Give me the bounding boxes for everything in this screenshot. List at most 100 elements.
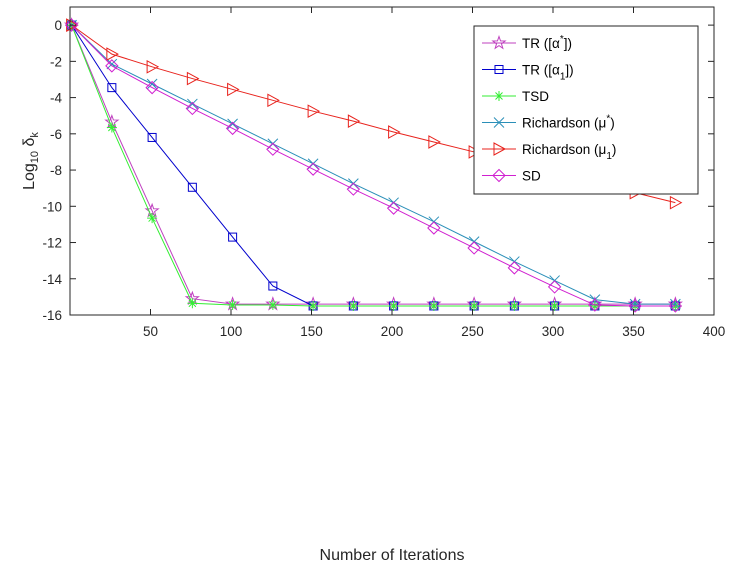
- data-point: [105, 59, 119, 73]
- y-tick-label: -8: [50, 163, 62, 178]
- data-point: [106, 47, 119, 61]
- legend-label: Richardson (μ*): [522, 114, 615, 131]
- data-point: [386, 201, 401, 215]
- y-label-sub-k: k: [29, 132, 41, 138]
- legend-marker: [492, 168, 506, 183]
- legend-label-base: Richardson (μ: [522, 116, 606, 131]
- legend-marker: [494, 65, 504, 74]
- y-label-log: Log: [21, 163, 38, 190]
- data-point: [589, 300, 600, 311]
- y-tick-label: 0: [54, 18, 62, 33]
- data-point: [107, 83, 117, 93]
- data-point: [187, 182, 197, 192]
- legend-label-sup: *: [606, 114, 610, 125]
- data-point: [628, 299, 642, 313]
- data-point: [106, 122, 117, 133]
- data-point: [547, 280, 562, 294]
- data-point: [346, 182, 361, 196]
- y-label-sub: 10: [29, 151, 41, 163]
- y-tick-label: -16: [42, 308, 62, 323]
- data-point: [467, 241, 481, 255]
- data-point: [147, 132, 157, 142]
- data-point: [308, 300, 319, 311]
- x-tick-label: 400: [703, 324, 726, 339]
- series-layer: [63, 17, 683, 313]
- y-axis-label: Log10 δk: [21, 132, 41, 190]
- data-point: [146, 59, 160, 74]
- data-point: [185, 101, 200, 116]
- x-tick-label: 200: [381, 324, 404, 339]
- data-point: [64, 18, 79, 32]
- legend-label-sub: 1: [606, 151, 612, 162]
- legend-label-end: ): [610, 116, 615, 131]
- legend-label: Richardson (μ1): [522, 142, 616, 162]
- legend-label-end: ]): [565, 63, 573, 78]
- series-group-2: [66, 20, 681, 311]
- x-axis-label: Number of Iterations: [320, 547, 465, 564]
- data-point: [225, 121, 240, 136]
- svg-text:Log10 δk: Log10 δk: [21, 132, 41, 190]
- data-point: [669, 195, 683, 210]
- data-point: [145, 80, 159, 95]
- data-point: [186, 71, 200, 86]
- data-point: [509, 300, 520, 311]
- data-point: [228, 232, 238, 242]
- legend-label-sub: 1: [560, 72, 566, 83]
- data-point: [549, 300, 560, 311]
- data-point: [267, 300, 278, 311]
- series-group-5: [64, 18, 683, 313]
- legend-marker: [493, 117, 505, 128]
- data-point: [427, 221, 441, 235]
- x-tick-label: 150: [300, 324, 323, 339]
- legend-label-end: ]): [564, 36, 572, 51]
- legend-label-end: ): [612, 142, 617, 157]
- x-tick-label: 250: [461, 324, 484, 339]
- legend-marker: [493, 142, 507, 156]
- data-point: [227, 82, 240, 97]
- legend-label-base: Richardson (μ: [522, 142, 606, 157]
- data-point: [388, 125, 401, 139]
- x-tick-label: 100: [220, 324, 243, 339]
- y-tick-label: -4: [50, 91, 62, 106]
- data-point: [670, 298, 681, 310]
- data-point: [388, 300, 399, 311]
- series-line: [71, 24, 676, 305]
- legend-label: TSD: [522, 89, 549, 104]
- data-point: [187, 298, 198, 309]
- data-point: [629, 298, 641, 310]
- legend-marker: [491, 34, 507, 50]
- legend-marker: [494, 91, 504, 101]
- data-point: [268, 281, 278, 291]
- legend-label-base: TR ([α: [522, 63, 560, 78]
- legend-label-base: TSD: [522, 89, 549, 104]
- data-point: [146, 78, 158, 90]
- y-tick-label: -14: [42, 272, 62, 287]
- legend-label-base: TR ([α: [522, 36, 560, 51]
- data-point: [428, 135, 441, 149]
- legend-label: TR ([α1]): [522, 63, 574, 83]
- data-point: [306, 162, 320, 176]
- data-point: [428, 300, 439, 311]
- legend-label-base: SD: [522, 169, 541, 184]
- data-point: [588, 298, 602, 312]
- data-point: [507, 261, 522, 275]
- y-label-delta: δ: [21, 138, 38, 151]
- series-line: [71, 24, 676, 307]
- x-tick-label: 300: [542, 324, 565, 339]
- legend-box: [473, 25, 699, 195]
- y-tick-label: -2: [50, 54, 62, 69]
- data-point: [307, 104, 321, 119]
- series-line: [71, 24, 676, 305]
- x-tick-label: 50: [143, 324, 158, 339]
- data-point: [469, 300, 480, 311]
- legend-label: TR ([α*]): [522, 34, 572, 51]
- y-tick-label: -10: [42, 199, 62, 214]
- legend-label: SD: [522, 169, 541, 184]
- legend-label-sup: *: [560, 34, 564, 45]
- data-point: [347, 114, 361, 128]
- data-point: [227, 300, 238, 311]
- data-point: [348, 300, 359, 311]
- x-tick-label: 350: [622, 324, 645, 339]
